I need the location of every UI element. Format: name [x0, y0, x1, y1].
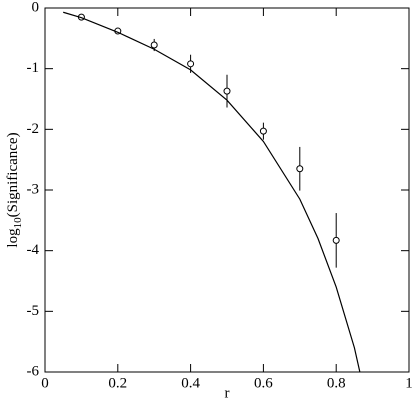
data-point — [150, 41, 158, 49]
y-tick-label: -6 — [27, 363, 40, 379]
x-tick-label: 0.6 — [254, 375, 273, 391]
x-tick-label: 0.8 — [327, 375, 346, 391]
fit-curve — [63, 11, 361, 373]
y-label-part: (Significance) — [5, 132, 21, 217]
x-tick-label: 1 — [405, 375, 413, 391]
data-point — [223, 87, 231, 95]
y-tick-label: -2 — [27, 121, 40, 137]
data-point — [296, 165, 304, 173]
y-tick-label: -3 — [27, 181, 40, 197]
plot-frame — [44, 7, 410, 373]
x-tick-label: 0.4 — [181, 375, 200, 391]
y-tick-label: -1 — [27, 60, 40, 76]
y-axis-label: log10(Significance) — [5, 132, 23, 247]
x-tick-label: 0 — [41, 375, 49, 391]
x-tick-label: 0.2 — [108, 375, 127, 391]
y-tick-label: 0 — [32, 0, 40, 15]
data-point — [332, 236, 340, 244]
data-point — [259, 127, 267, 135]
data-point — [187, 60, 195, 68]
x-axis-label: r — [225, 385, 230, 401]
y-tick-label: -4 — [27, 242, 40, 258]
y-tick-label: -5 — [27, 303, 40, 319]
y-label-part: log — [5, 228, 21, 248]
y-label-sub: 10 — [12, 217, 24, 229]
